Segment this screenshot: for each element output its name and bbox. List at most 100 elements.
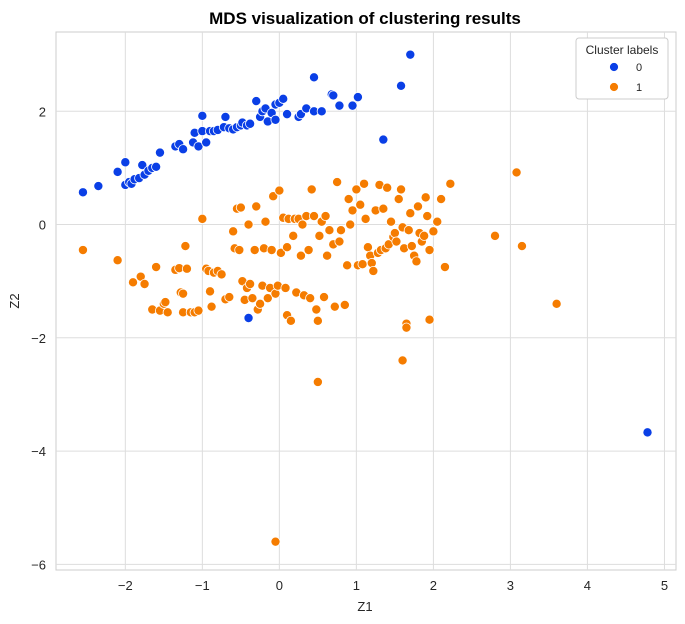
data-point-cluster-1 [511, 167, 522, 178]
data-point-cluster-0 [197, 110, 208, 121]
data-point-cluster-1 [151, 262, 162, 273]
data-point-cluster-0 [347, 100, 358, 111]
data-point-cluster-1 [359, 178, 370, 189]
data-point-cluster-1 [397, 355, 408, 366]
data-point-cluster-1 [445, 178, 456, 189]
data-point-cluster-1 [224, 292, 235, 303]
data-point-cluster-1 [245, 279, 256, 290]
legend-title: Cluster labels [586, 43, 659, 57]
data-point-cluster-1 [360, 213, 371, 224]
x-tick-labels: −2 −1 0 1 2 3 4 5 [118, 578, 668, 593]
data-point-cluster-1 [342, 260, 353, 271]
data-point-cluster-0 [154, 147, 165, 158]
data-point-cluster-0 [396, 80, 407, 91]
data-point-cluster-1 [312, 315, 323, 326]
x-tick-label: −1 [195, 578, 210, 593]
data-point-cluster-0 [282, 109, 293, 120]
x-tick-label: 3 [507, 578, 514, 593]
data-point-cluster-1 [139, 279, 150, 290]
data-point-cluster-1 [216, 269, 227, 280]
data-point-cluster-1 [386, 216, 397, 227]
data-point-cluster-0 [93, 181, 104, 192]
data-point-cluster-1 [266, 245, 277, 256]
data-point-cluster-0 [201, 137, 212, 148]
y-tick-label: 0 [39, 218, 46, 233]
data-point-cluster-1 [322, 250, 333, 261]
data-point-cluster-1 [282, 242, 293, 253]
data-point-cluster-1 [262, 293, 273, 304]
data-point-cluster-1 [436, 194, 447, 205]
data-point-cluster-1 [347, 205, 358, 216]
data-point-cluster-1 [312, 376, 323, 387]
data-point-cluster-0 [352, 92, 363, 103]
data-point-cluster-1 [280, 282, 291, 293]
data-point-cluster-1 [396, 184, 407, 195]
data-point-cluster-1 [206, 301, 217, 312]
data-point-cluster-1 [305, 293, 316, 304]
data-point-cluster-1 [306, 184, 317, 195]
data-point-cluster-1 [160, 297, 171, 308]
x-tick-label: 2 [430, 578, 437, 593]
data-point-cluster-1 [332, 177, 343, 188]
data-point-cluster-1 [391, 236, 402, 247]
x-tick-label: 0 [276, 578, 283, 593]
data-point-cluster-1 [439, 262, 450, 273]
data-point-cluster-1 [422, 211, 433, 222]
data-point-cluster-1 [335, 225, 346, 236]
y-tick-label: −4 [31, 444, 46, 459]
data-point-cluster-1 [401, 322, 412, 333]
data-point-cluster-1 [403, 225, 414, 236]
data-point-cluster-1 [490, 230, 501, 241]
data-point-cluster-0 [112, 166, 123, 177]
x-axis-label: Z1 [357, 599, 372, 614]
data-point-cluster-1 [324, 225, 335, 236]
data-point-cluster-1 [295, 250, 306, 261]
y-tick-label: 2 [39, 104, 46, 119]
data-point-cluster-1 [297, 219, 308, 230]
data-point-cluster-1 [260, 216, 271, 227]
data-point-cluster-0 [193, 141, 204, 152]
data-point-cluster-1 [382, 182, 393, 193]
x-tick-label: 1 [353, 578, 360, 593]
data-point-cluster-1 [551, 298, 562, 309]
x-tick-label: 4 [584, 578, 591, 593]
data-point-cluster-0 [178, 144, 189, 155]
legend: Cluster labels 0 1 [575, 37, 669, 100]
data-point-cluster-0 [245, 118, 256, 129]
data-point-cluster-1 [357, 259, 368, 270]
data-point-cluster-1 [243, 219, 254, 230]
data-point-cluster-1 [428, 226, 439, 237]
data-point-cluster-1 [405, 208, 416, 219]
data-point-cluster-0 [405, 49, 416, 60]
x-tick-label: 5 [661, 578, 668, 593]
data-point-cluster-1 [432, 216, 443, 227]
data-point-cluster-1 [329, 301, 340, 312]
data-point-cluster-1 [162, 307, 173, 318]
data-point-cluster-0 [151, 161, 162, 172]
data-point-cluster-1 [314, 230, 325, 241]
data-point-cluster-1 [334, 236, 345, 247]
data-point-cluster-1 [178, 288, 189, 299]
data-point-cluster-1 [339, 299, 350, 310]
data-point-cluster-1 [181, 263, 192, 274]
data-point-cluster-1 [275, 247, 286, 258]
legend-label-1: 1 [636, 82, 642, 94]
data-point-cluster-1 [412, 201, 423, 212]
data-point-cluster-1 [247, 293, 258, 304]
data-point-cluster-1 [180, 241, 191, 252]
data-point-cluster-1 [197, 213, 208, 224]
data-point-cluster-0 [137, 160, 148, 171]
data-point-cluster-1 [112, 255, 123, 266]
plot-area [55, 31, 677, 571]
legend-marker-1 [609, 82, 619, 92]
data-point-cluster-1 [393, 194, 404, 205]
data-point-cluster-0 [328, 90, 339, 101]
data-point-cluster-1 [205, 286, 216, 297]
data-point-cluster-1 [362, 242, 373, 253]
data-point-cluster-1 [516, 241, 527, 252]
data-point-cluster-0 [77, 187, 88, 198]
legend-box [575, 37, 669, 100]
data-point-cluster-1 [345, 219, 356, 230]
y-tick-label: −6 [31, 557, 46, 572]
